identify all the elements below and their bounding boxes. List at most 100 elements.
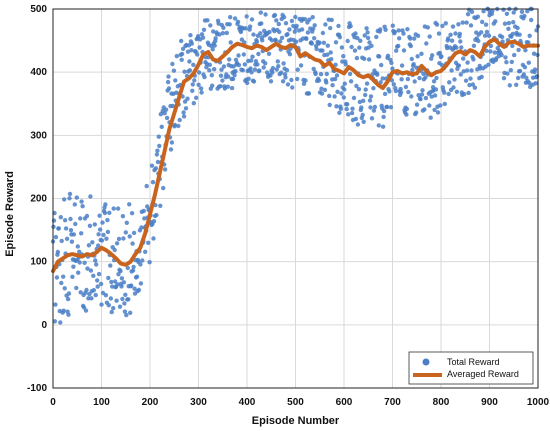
- total-reward-point: [456, 22, 461, 27]
- total-reward-point: [74, 285, 79, 291]
- total-reward-point: [529, 17, 534, 23]
- total-reward-point: [102, 210, 108, 216]
- total-reward-point: [380, 124, 386, 129]
- total-reward-point: [99, 302, 104, 307]
- total-reward-point: [335, 89, 340, 95]
- total-reward-point: [424, 41, 429, 46]
- total-reward-point: [398, 86, 403, 92]
- total-reward-point: [299, 27, 305, 32]
- total-reward-point: [232, 72, 237, 78]
- total-reward-point: [446, 91, 451, 97]
- total-reward-point: [211, 29, 216, 34]
- total-reward-point: [202, 74, 207, 80]
- total-reward-point: [324, 71, 329, 77]
- total-reward-point: [312, 23, 317, 28]
- total-reward-point: [84, 287, 89, 293]
- total-reward-point: [232, 16, 238, 21]
- total-reward-point: [516, 47, 521, 53]
- total-reward-point: [309, 41, 314, 46]
- total-reward-point: [259, 21, 264, 26]
- total-reward-point: [311, 66, 316, 72]
- total-reward-point: [320, 48, 325, 53]
- total-reward-point: [130, 241, 135, 246]
- plot-frame: [52, 8, 539, 389]
- total-reward-point: [131, 230, 137, 236]
- x-axis-label: Episode Number: [252, 415, 340, 427]
- total-reward-point: [313, 71, 318, 77]
- total-reward-point: [364, 81, 370, 86]
- total-reward-point: [188, 33, 193, 38]
- total-reward-point: [164, 115, 170, 121]
- total-reward-point: [329, 57, 334, 62]
- total-reward-point: [91, 273, 96, 278]
- total-reward-point: [126, 297, 131, 302]
- total-reward-point: [165, 79, 171, 85]
- total-reward-point: [180, 46, 186, 51]
- total-reward-point: [121, 236, 126, 241]
- y-tick-label: 200: [30, 194, 47, 205]
- total-reward-point: [248, 66, 253, 71]
- total-reward-point: [179, 57, 184, 62]
- total-reward-point: [199, 32, 205, 37]
- total-reward-point: [471, 43, 477, 48]
- total-reward-point: [90, 240, 95, 245]
- total-reward-point: [100, 220, 105, 225]
- total-reward-point: [341, 54, 346, 59]
- total-reward-point: [362, 33, 367, 38]
- total-reward-point: [228, 15, 233, 20]
- total-reward-point: [371, 86, 376, 91]
- total-reward-point: [77, 260, 82, 265]
- total-reward-point: [461, 69, 466, 74]
- total-reward-point: [490, 8, 495, 13]
- total-reward-point: [235, 19, 241, 24]
- total-reward-point: [272, 12, 278, 18]
- total-reward-point: [492, 50, 497, 55]
- total-reward-point: [276, 21, 281, 27]
- total-reward-point: [532, 67, 538, 72]
- total-reward-point: [451, 85, 456, 90]
- total-reward-point: [320, 30, 326, 36]
- total-reward-point: [258, 10, 263, 15]
- total-reward-point: [103, 202, 108, 207]
- total-reward-point: [388, 105, 394, 110]
- total-reward-point: [96, 243, 101, 248]
- total-reward-point: [218, 73, 224, 78]
- total-reward-point: [228, 40, 233, 45]
- total-reward-point: [143, 249, 148, 254]
- total-reward-point: [332, 94, 337, 99]
- total-reward-point: [159, 124, 164, 129]
- total-reward-point: [333, 62, 338, 67]
- total-reward-point: [349, 110, 355, 116]
- total-reward-point: [423, 75, 428, 80]
- total-reward-point: [185, 96, 190, 101]
- total-reward-point: [249, 17, 255, 22]
- total-reward-point: [279, 70, 284, 75]
- x-tick-label: 900: [481, 397, 498, 408]
- total-reward-point: [524, 75, 529, 81]
- total-reward-point: [397, 36, 402, 41]
- total-reward-point: [465, 12, 471, 17]
- total-reward-point: [368, 105, 373, 110]
- total-reward-point: [434, 75, 439, 81]
- total-reward-point: [240, 68, 245, 73]
- total-reward-point: [350, 106, 355, 111]
- total-reward-point: [515, 25, 520, 31]
- total-reward-point: [155, 148, 160, 153]
- total-reward-point: [208, 23, 213, 28]
- total-reward-point: [328, 25, 333, 31]
- total-reward-point: [183, 106, 189, 111]
- total-reward-point: [413, 110, 419, 115]
- total-reward-point: [449, 68, 454, 73]
- total-reward-point: [201, 27, 207, 32]
- total-reward-point: [367, 40, 372, 45]
- y-tick-label: 400: [30, 67, 47, 78]
- total-reward-point: [467, 82, 472, 88]
- total-reward-point: [480, 19, 485, 25]
- total-reward-point: [244, 14, 249, 19]
- y-tick-label: 0: [41, 320, 47, 331]
- total-reward-point: [486, 62, 491, 67]
- total-reward-point: [434, 22, 440, 27]
- total-reward-point: [115, 282, 120, 287]
- total-reward-point: [482, 33, 488, 38]
- total-reward-point: [263, 12, 268, 17]
